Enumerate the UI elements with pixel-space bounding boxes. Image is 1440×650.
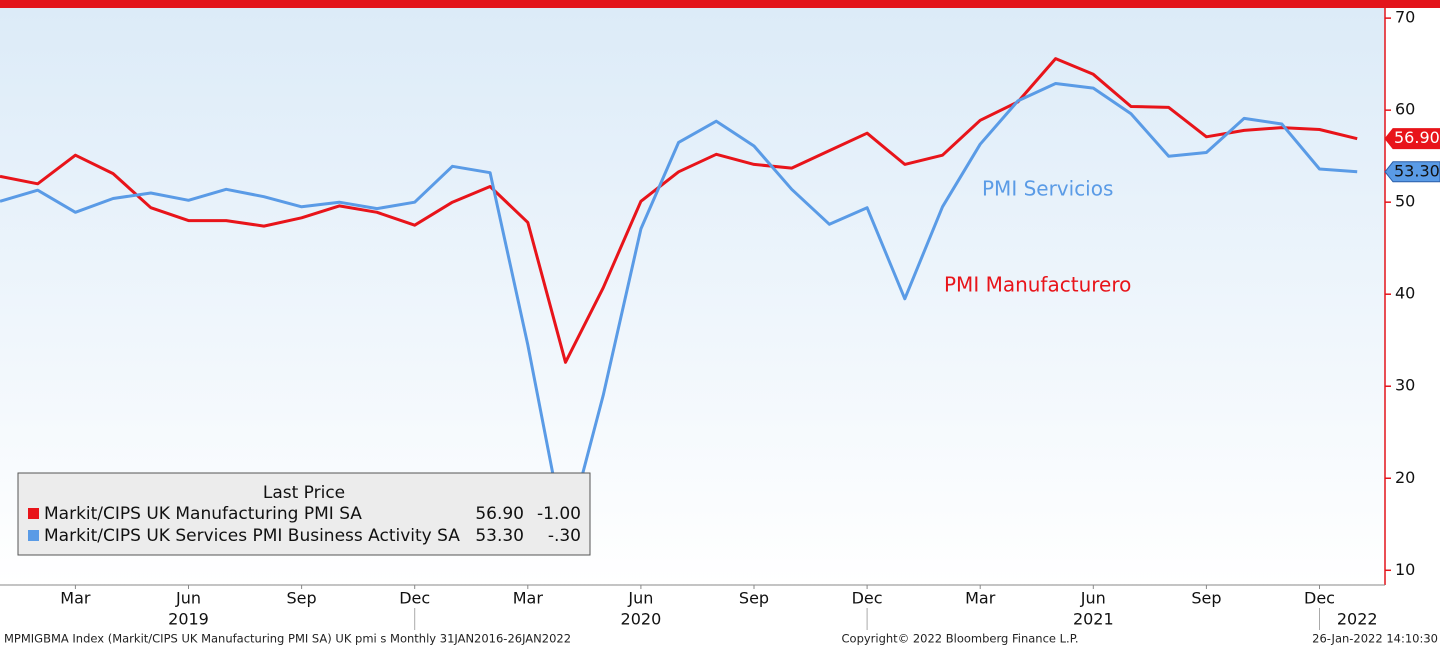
year-label: 2022 [1337, 610, 1378, 629]
annotation: PMI Manufacturero [944, 273, 1131, 297]
x-tick-label: Jun [627, 589, 653, 608]
x-tick-label: Jun [1080, 589, 1106, 608]
series-line [0, 57, 1358, 364]
legend-label: Markit/CIPS UK Services PMI Business Act… [44, 526, 460, 546]
last-value-tag [1384, 161, 1440, 183]
x-tick-label: Dec [399, 589, 430, 608]
y-tick-label: 50 [1395, 192, 1415, 211]
legend: Last Price Markit/CIPS UK Manufacturing … [17, 472, 591, 556]
legend-value: 53.30 [475, 526, 524, 546]
y-tick-label: 20 [1395, 468, 1415, 487]
year-label: 2021 [1073, 610, 1114, 629]
legend-title: Last Price [263, 483, 345, 503]
x-tick-label: Dec [1304, 589, 1335, 608]
year-label: 2020 [621, 610, 662, 629]
x-tick-label: Jun [175, 589, 201, 608]
legend-change: -1.00 [537, 504, 581, 524]
legend-value: 56.90 [475, 504, 524, 524]
last-value-tag [1384, 128, 1440, 150]
lines [0, 57, 1358, 541]
y-tick-label: 70 [1395, 8, 1415, 27]
y-tick-label: 30 [1395, 376, 1415, 395]
top-bar [0, 0, 1440, 8]
x-tick-label: Mar [513, 589, 544, 608]
last-value-label: 53.30 [1394, 161, 1440, 180]
legend-swatch [28, 508, 39, 519]
y-tick-label: 60 [1395, 100, 1415, 119]
annotation: PMI Servicios [982, 177, 1113, 201]
x-tick-label: Sep [1191, 589, 1221, 608]
legend-change: -.30 [548, 526, 581, 546]
y-tick-label: 10 [1395, 560, 1415, 579]
x-tick-label: Mar [60, 589, 91, 608]
series-line [0, 82, 1358, 541]
legend-box [17, 472, 591, 556]
x-tick-label: Sep [287, 589, 317, 608]
footer: MPMIGBMA Index (Markit/CIPS UK Manufactu… [4, 632, 571, 646]
legend-swatch [28, 530, 39, 541]
y-tick-label: 40 [1395, 284, 1415, 303]
x-tick-label: Dec [852, 589, 883, 608]
x-tick-label: Mar [965, 589, 996, 608]
year-label: 2019 [168, 610, 209, 629]
footer: Copyright© 2022 Bloomberg Finance L.P. [842, 632, 1079, 646]
last-value-label: 56.90 [1394, 128, 1440, 147]
legend-label: Markit/CIPS UK Manufacturing PMI SA [44, 504, 362, 524]
footer: 26-Jan-2022 14:10:30 [1312, 632, 1438, 646]
x-tick-label: Sep [739, 589, 769, 608]
